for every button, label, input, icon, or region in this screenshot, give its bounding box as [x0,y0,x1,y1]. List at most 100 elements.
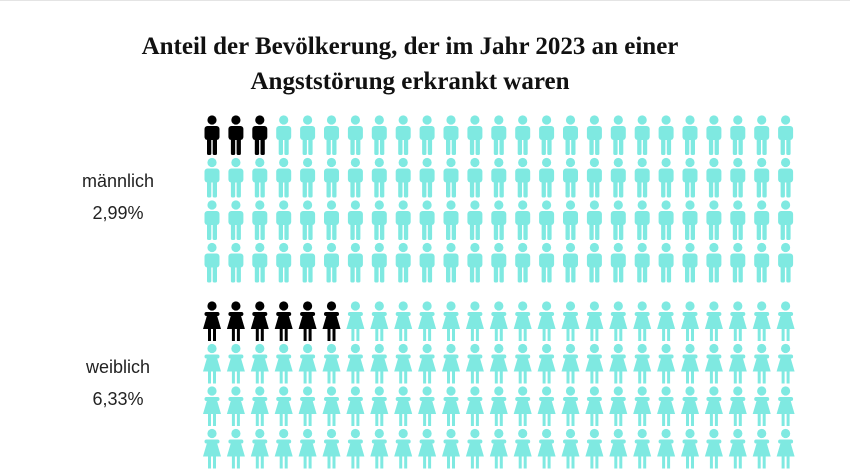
icon-arm [778,439,794,444]
icon-head [613,200,623,210]
icon-body [395,253,411,268]
icon-arm [347,312,363,316]
icon-empty [658,115,674,155]
icon-leg [541,222,546,240]
icon-leg [661,222,666,240]
icon-head [255,242,265,253]
icon-leg [254,137,260,155]
icon-leg [613,222,618,240]
icon-leg [403,222,409,240]
icon-dress [418,354,437,372]
icon-dress [274,312,293,329]
icon-leg [308,413,312,426]
icon-arm [300,354,316,359]
icon-head [303,115,313,125]
icon-head [446,200,456,210]
icon-empty [394,386,413,426]
icon-empty [728,428,747,469]
icon-head [685,242,695,253]
icon-body [324,126,339,140]
icon-leg [213,370,216,384]
icon-empty [513,343,532,384]
icon-leg [637,179,642,198]
icon-leg [786,179,791,198]
icon-leg [398,264,403,283]
icon-head [494,301,504,311]
icon-leg [236,328,240,341]
icon-leg [327,328,331,341]
icon-leg [566,413,570,426]
icon-filled [226,301,245,341]
icon-leg [523,179,528,198]
icon-leg [614,370,618,384]
icon-head [350,428,360,439]
icon-empty [324,200,339,240]
icon-empty [467,157,483,198]
icon-leg [642,179,648,198]
icon-leg [356,455,360,469]
icon-head [231,386,241,396]
icon-arm [682,439,698,444]
icon-head [231,343,241,354]
icon-arm [610,354,626,359]
icon-leg [451,222,456,240]
icon-head [685,386,695,396]
icon-head [303,242,313,253]
icon-dress [561,397,580,414]
icon-leg [380,370,384,384]
icon-leg [404,328,408,341]
icon-leg [499,179,504,198]
icon-dress [776,397,795,414]
icon-leg [380,413,384,426]
icon-body [276,211,292,225]
icon-leg [571,222,576,240]
icon-empty [537,301,556,341]
icon-head [470,301,480,311]
icon-leg [231,328,235,341]
icon-leg [279,370,283,384]
icon-arm [778,397,794,401]
icon-leg [547,264,552,283]
icon-leg [547,370,551,384]
icon-arm [395,312,411,316]
icon-body [586,126,602,140]
icon-leg [499,137,504,155]
icon-leg [493,137,499,155]
icon-leg [231,455,235,469]
icon-empty [728,386,747,426]
icon-arm [682,397,698,401]
icon-leg [595,137,600,155]
icon-head [303,200,313,210]
icon-leg [260,179,265,198]
icon-arm [634,312,650,316]
icon-leg [499,413,503,426]
icon-leg [380,264,385,283]
icon-arm [300,397,316,401]
icon-body [610,211,626,225]
icon-leg [475,179,480,198]
icon-empty [324,157,339,198]
icon-body [443,126,459,140]
icon-leg [518,413,522,426]
icon-empty [754,115,770,155]
icon-body [586,168,602,183]
icon-head [733,200,743,210]
icon-head [303,157,313,168]
icon-head [518,386,528,396]
icon-dress [633,439,652,457]
icon-leg [619,137,624,155]
icon-leg [308,222,313,240]
icon-head [565,301,576,311]
icon-leg [738,137,743,155]
icon-head [303,386,313,396]
icon-arm [658,439,674,444]
icon-head [565,343,576,354]
icon-head [494,428,504,439]
icon-empty [657,386,676,426]
icon-head [470,343,480,354]
icon-empty [633,428,652,469]
icon-leg [786,264,791,283]
icon-leg [284,137,289,155]
icon-leg [351,413,355,426]
